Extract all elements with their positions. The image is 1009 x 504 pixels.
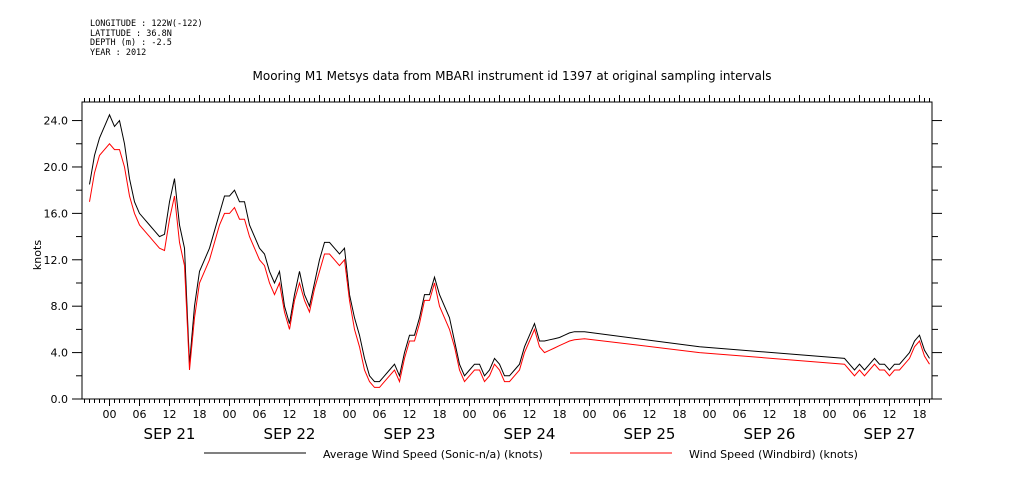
day-label: SEP 24 — [504, 425, 556, 443]
y-tick-label: 4.0 — [51, 347, 69, 360]
y-tick-label: 20.0 — [44, 161, 69, 174]
x-tick-label: 00 — [703, 408, 717, 421]
x-tick-label: 06 — [733, 408, 747, 421]
legend-label-windbird: Wind Speed (Windbird) (knots) — [689, 448, 858, 461]
y-tick-label: 16.0 — [44, 207, 69, 220]
day-label: SEP 26 — [744, 425, 796, 443]
x-tick-label: 12 — [163, 408, 177, 421]
x-tick-label: 06 — [493, 408, 507, 421]
x-tick-label: 06 — [613, 408, 627, 421]
day-label: SEP 23 — [384, 425, 436, 443]
meta-longitude: LONGITUDE : 122W(-122) — [90, 19, 203, 29]
x-tick-label: 06 — [253, 408, 267, 421]
x-tick-label: 12 — [883, 408, 897, 421]
y-tick-label: 12.0 — [44, 254, 69, 267]
day-labels: SEP 21 SEP 22 SEP 23 SEP 24 SEP 25 SEP 26 SEP … — [144, 425, 916, 443]
x-tick-label: 00 — [463, 408, 477, 421]
x-tick-label: 18 — [193, 408, 207, 421]
y-tick-label: 0.0 — [51, 393, 69, 406]
legend: Average Wind Speed (Sonic-n/a) (knots) W… — [204, 448, 858, 461]
legend-label-sonic: Average Wind Speed (Sonic-n/a) (knots) — [323, 448, 543, 461]
series-layer — [89, 113, 930, 388]
y-axis-label: knots — [31, 240, 44, 270]
x-tick-label: 18 — [313, 408, 327, 421]
x-tick-label: 12 — [283, 408, 297, 421]
x-tick-label: 18 — [913, 408, 927, 421]
day-label: SEP 25 — [624, 425, 676, 443]
axis-ticks — [72, 95, 942, 406]
y-tick-labels: 0.0 4.0 8.0 12.0 16.0 20.0 24.0 — [44, 115, 69, 406]
y-tick-label: 24.0 — [44, 115, 69, 128]
chart-title: Mooring M1 Metsys data from MBARI instru… — [253, 69, 772, 83]
x-tick-label: 06 — [373, 408, 387, 421]
x-tick-label: 12 — [523, 408, 537, 421]
series-line-sonic — [89, 113, 930, 383]
x-tick-label: 18 — [673, 408, 687, 421]
x-tick-label: 06 — [133, 408, 147, 421]
y-tick-label: 8.0 — [51, 300, 69, 313]
x-tick-label: 00 — [823, 408, 837, 421]
x-tick-label: 12 — [763, 408, 777, 421]
x-tick-label: 00 — [223, 408, 237, 421]
x-tick-label: 06 — [853, 408, 867, 421]
x-tick-label: 12 — [643, 408, 657, 421]
day-label: SEP 21 — [144, 425, 196, 443]
x-tick-label: 00 — [343, 408, 357, 421]
x-tick-label: 00 — [583, 408, 597, 421]
metadata-block: LONGITUDE : 122W(-122) LATITUDE : 36.8N … — [90, 19, 203, 58]
x-tick-label: 18 — [433, 408, 447, 421]
x-tick-labels: 00 06 12 18 00 06 12 18 00 06 12 18 00 06 12 18 00 06 12 18… — [103, 408, 927, 421]
day-label: SEP 27 — [864, 425, 916, 443]
x-tick-label: 00 — [103, 408, 117, 421]
plot-frame — [81, 101, 933, 400]
x-tick-label: 18 — [793, 408, 807, 421]
meta-depth: DEPTH (m) : -2.5 — [90, 38, 172, 49]
meta-latitude: LATITUDE : 36.8N — [90, 28, 172, 39]
meta-year: YEAR : 2012 — [90, 47, 147, 58]
x-tick-label: 12 — [403, 408, 417, 421]
series-line-windbird — [89, 143, 930, 388]
day-label: SEP 22 — [264, 425, 316, 443]
x-tick-label: 18 — [553, 408, 567, 421]
